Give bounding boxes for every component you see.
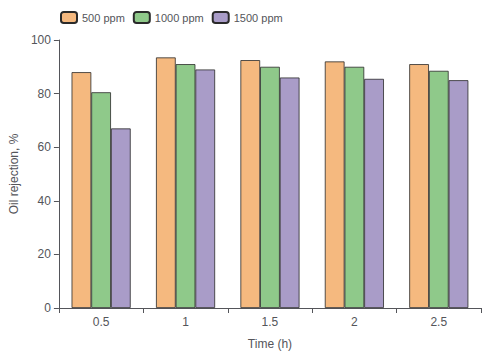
svg-text:2: 2 (351, 315, 358, 329)
svg-text:1.5: 1.5 (262, 315, 279, 329)
svg-text:60: 60 (38, 140, 52, 154)
svg-text:100: 100 (31, 33, 51, 47)
svg-text:0: 0 (44, 301, 51, 315)
svg-text:1000 ppm: 1000 ppm (155, 12, 204, 24)
svg-text:40: 40 (38, 194, 52, 208)
svg-text:20: 20 (38, 247, 52, 261)
svg-text:80: 80 (38, 87, 52, 101)
svg-text:Time (h): Time (h) (248, 337, 292, 351)
svg-text:0.5: 0.5 (93, 315, 110, 329)
svg-text:Oil rejection, %: Oil rejection, % (7, 133, 21, 214)
svg-text:500 ppm: 500 ppm (82, 12, 125, 24)
svg-text:1: 1 (182, 315, 189, 329)
svg-text:2.5: 2.5 (430, 315, 447, 329)
svg-text:1500 ppm: 1500 ppm (234, 12, 283, 24)
